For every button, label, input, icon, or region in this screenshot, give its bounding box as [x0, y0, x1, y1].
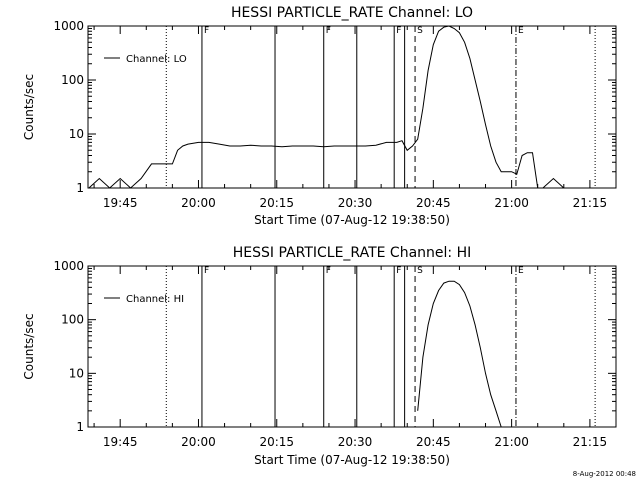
x-tick-label: 20:45: [416, 196, 451, 210]
x-tick-label: 21:00: [494, 435, 529, 449]
x-tick-label: 21:15: [573, 196, 608, 210]
flag-label: E: [518, 26, 524, 36]
y-axis-label: Counts/sec: [22, 74, 36, 140]
flag-label: F: [326, 26, 331, 36]
plot-frame: [87, 25, 617, 189]
flag-label: F: [326, 266, 331, 276]
y-tick-label: 1000: [53, 19, 84, 33]
x-axis-label: Start Time (07-Aug-12 19:38:50): [254, 213, 450, 227]
x-tick-label: 20:15: [259, 435, 294, 449]
plot-frame: [87, 265, 617, 428]
legend-label: Channel: HI: [126, 294, 184, 305]
x-tick-label: 21:15: [573, 435, 608, 449]
y-tick-label: 1: [76, 181, 84, 195]
x-tick-label: 20:00: [181, 196, 216, 210]
footer-timestamp: 8-Aug-2012 00:48: [573, 470, 636, 478]
series-line: [417, 280, 502, 428]
flag-label: F: [204, 26, 209, 36]
y-tick-label: 100: [61, 313, 84, 327]
chart-title: HESSI PARTICLE_RATE Channel: HI: [233, 245, 471, 261]
x-tick-label: 21:00: [494, 196, 529, 210]
x-tick-label: 20:00: [181, 435, 216, 449]
y-tick-label: 100: [61, 73, 84, 87]
flag-label: S: [417, 266, 423, 276]
y-axis-label: Counts/sec: [22, 313, 36, 379]
x-tick-label: 20:30: [338, 435, 373, 449]
flag-label: E: [518, 266, 524, 276]
x-tick-label: 19:45: [103, 196, 138, 210]
y-tick-label: 10: [69, 366, 84, 380]
flag-label: F: [396, 26, 401, 36]
chart-title: HESSI PARTICLE_RATE Channel: LO: [231, 5, 473, 21]
flag-label: S: [417, 26, 423, 36]
series-line: [88, 25, 616, 189]
x-axis-label: Start Time (07-Aug-12 19:38:50): [254, 453, 450, 467]
x-tick-label: 19:45: [103, 435, 138, 449]
x-tick-label: 20:30: [338, 196, 373, 210]
flag-label: F: [204, 266, 209, 276]
y-tick-label: 10: [69, 127, 84, 141]
x-tick-label: 20:15: [259, 196, 294, 210]
flag-label: F: [396, 266, 401, 276]
x-tick-label: 20:45: [416, 435, 451, 449]
legend-label: Channel: LO: [126, 54, 187, 65]
y-tick-label: 1: [76, 420, 84, 434]
y-tick-label: 1000: [53, 259, 84, 273]
